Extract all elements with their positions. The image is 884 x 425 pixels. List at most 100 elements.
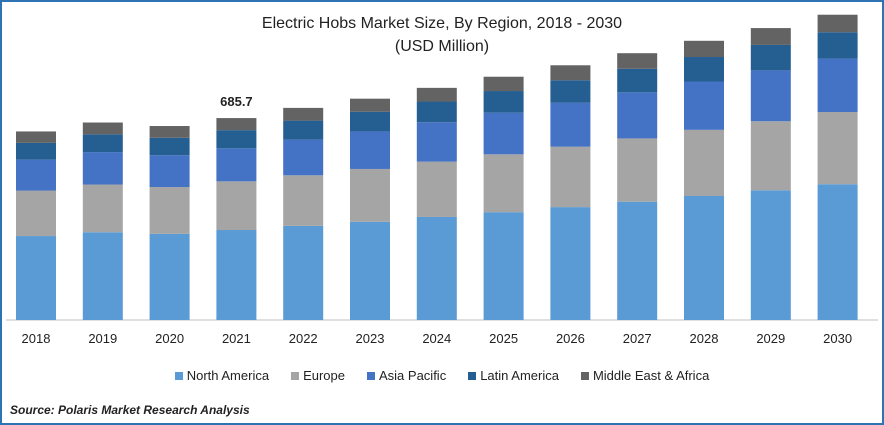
bar-2026-latin-america — [550, 80, 591, 103]
bar-2025-latin-america — [483, 91, 524, 113]
x-tick-label-2030: 2030 — [823, 331, 852, 346]
legend-label: Latin America — [480, 368, 559, 383]
bar-2027-latin-america — [617, 68, 658, 93]
bar-chart: 2018 2019 2020 2021 685.7 2022 2023 2024 2025 202… — [6, 14, 878, 346]
x-tick-label-2026: 2026 — [556, 331, 585, 346]
x-tick-label-2029: 2029 — [756, 331, 785, 346]
legend-swatch — [580, 371, 589, 380]
bar-2028-latin-america — [684, 57, 724, 82]
bar-2023-latin-america — [350, 111, 390, 132]
bar-2022-latin-america — [283, 120, 324, 140]
bar-2026-middle-east-africa — [550, 65, 591, 81]
bar-2021-north-america — [216, 230, 257, 320]
bar-2021-middle-east-africa — [216, 118, 257, 131]
x-tick-label-2028: 2028 — [690, 331, 719, 346]
bar-2019-europe — [82, 184, 123, 233]
bar-2027-north-america — [617, 201, 658, 320]
bar-2025-europe — [483, 154, 524, 213]
bar-2028-north-america — [684, 195, 724, 320]
bar-2022-asia-pacific — [283, 139, 324, 176]
bar-2018-asia-pacific — [16, 159, 56, 191]
legend-item-latin-america: Latin America — [468, 368, 559, 383]
bar-2024-latin-america — [416, 101, 457, 123]
bar-2025-middle-east-africa — [483, 76, 524, 92]
bar-2026-north-america — [550, 207, 591, 320]
legend-swatch — [291, 371, 300, 380]
bar-2027-middle-east-africa — [617, 53, 658, 69]
legend-label: North America — [186, 368, 270, 383]
bar-2030-middle-east-africa — [817, 14, 858, 33]
chart-subtitle: (USD Million) — [394, 38, 490, 55]
bar-2028-asia-pacific — [684, 81, 724, 130]
legend-label: Asia Pacific — [379, 368, 447, 383]
x-tick-label-2023: 2023 — [356, 331, 385, 346]
legend-item-middle-east-africa: Middle East & Africa — [580, 368, 710, 383]
bar-2018-latin-america — [16, 142, 56, 160]
x-tick-label-2024: 2024 — [422, 331, 451, 346]
bar-2022-europe — [283, 175, 324, 226]
x-tick-label-2027: 2027 — [623, 331, 652, 346]
bar-2019-middle-east-africa — [82, 122, 123, 135]
bar-2021-europe — [216, 181, 257, 231]
x-tick-label-2020: 2020 — [155, 331, 184, 346]
legend-item-europe: Europe — [291, 368, 345, 383]
bar-2021-latin-america — [216, 130, 257, 149]
bar-2030-asia-pacific — [817, 58, 858, 113]
bar-2024-middle-east-africa — [416, 87, 457, 102]
x-tick-label-2021: 2021 — [222, 331, 251, 346]
bar-2024-asia-pacific — [416, 122, 457, 162]
bar-2030-north-america — [817, 184, 858, 320]
bar-2023-europe — [350, 168, 390, 222]
bar-2021-asia-pacific — [216, 148, 257, 182]
source-note: Source: Polaris Market Research Analysis — [10, 403, 250, 417]
bar-2020-europe — [149, 187, 190, 234]
bar-2020-latin-america — [149, 137, 190, 156]
legend-swatch — [468, 371, 477, 380]
chart-title: Electric Hobs Market Size, By Region, 20… — [261, 15, 623, 32]
bar-2020-north-america — [149, 233, 190, 320]
bar-2018-middle-east-africa — [16, 131, 56, 143]
bar-2023-middle-east-africa — [350, 98, 390, 112]
bar-2024-europe — [416, 161, 457, 217]
bar-2029-middle-east-africa — [750, 28, 791, 45]
legend-swatch — [174, 371, 183, 380]
bar-2018-europe — [16, 190, 56, 237]
bar-2023-asia-pacific — [350, 131, 390, 169]
bar-2019-asia-pacific — [82, 152, 123, 185]
bar-2029-asia-pacific — [750, 70, 791, 122]
bar-2027-europe — [617, 138, 658, 202]
bar-2020-asia-pacific — [149, 155, 190, 188]
bar-2029-latin-america — [750, 44, 791, 71]
bar-2027-asia-pacific — [617, 92, 658, 139]
legend: North America Europe Asia Pacific Latin Ame… — [2, 368, 882, 383]
bar-2025-asia-pacific — [483, 112, 524, 155]
legend-label: Europe — [303, 368, 345, 383]
bar-2028-europe — [684, 129, 724, 196]
bar-2018-north-america — [16, 236, 56, 320]
bar-2026-europe — [550, 146, 591, 208]
bar-2022-middle-east-africa — [283, 107, 324, 121]
bar-2020-middle-east-africa — [149, 126, 190, 138]
bar-2029-europe — [750, 121, 791, 191]
bar-2028-middle-east-africa — [684, 40, 724, 58]
bar-2029-north-america — [750, 190, 791, 320]
legend-swatch — [367, 371, 375, 380]
x-tick-label-2019: 2019 — [88, 331, 117, 346]
bar-2023-north-america — [350, 221, 390, 320]
data-label-2021: 685.7 — [220, 94, 253, 109]
x-tick-label-2022: 2022 — [289, 331, 318, 346]
bar-2024-north-america — [416, 216, 457, 320]
bar-2019-latin-america — [82, 134, 123, 153]
x-tick-label-2025: 2025 — [489, 331, 518, 346]
bar-2030-europe — [817, 112, 858, 185]
x-tick-label-2018: 2018 — [22, 331, 51, 346]
bar-2019-north-america — [82, 232, 123, 320]
bar-2030-latin-america — [817, 32, 858, 59]
bar-2025-north-america — [483, 212, 524, 320]
legend-label: Middle East & Africa — [592, 368, 710, 383]
legend-item-asia-pacific: Asia Pacific — [367, 368, 446, 383]
bar-2026-asia-pacific — [550, 102, 591, 147]
bar-2022-north-america — [283, 225, 324, 320]
legend-item-north-america: North America — [174, 368, 270, 383]
